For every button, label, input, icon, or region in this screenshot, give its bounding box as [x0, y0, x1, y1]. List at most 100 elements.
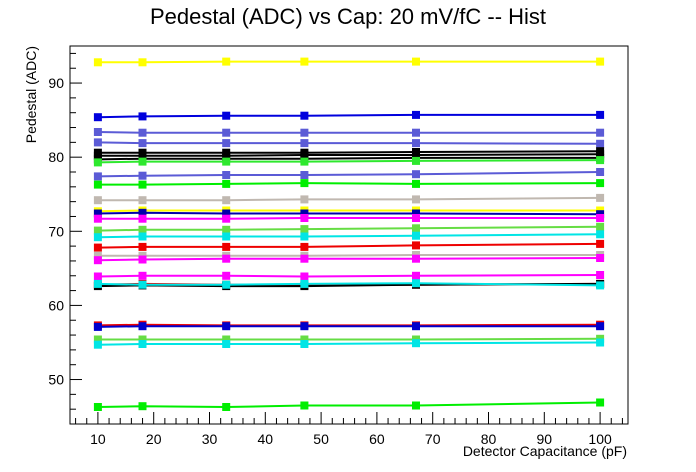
data-point [300, 401, 309, 410]
series-8 [93, 156, 605, 167]
x-tick-label: 30 [202, 431, 218, 447]
series-line [97, 153, 601, 157]
series-line [97, 254, 601, 257]
series-line [97, 217, 601, 220]
series-2 [93, 110, 605, 122]
data-point [93, 128, 102, 136]
data-point [222, 171, 231, 179]
data-point [138, 112, 147, 121]
data-point [138, 208, 147, 217]
series-line [97, 282, 601, 287]
x-tick-label: 60 [369, 431, 385, 447]
data-point [93, 243, 102, 252]
series-25 [93, 322, 605, 331]
data-point [93, 256, 102, 265]
series-line [97, 225, 601, 232]
data-point [596, 168, 605, 176]
data-point [596, 179, 605, 188]
data-point [596, 57, 605, 66]
data-point [93, 272, 102, 281]
data-point [222, 280, 231, 289]
data-point [93, 279, 102, 288]
y-tick-label: 50 [48, 372, 64, 388]
series-17 [93, 239, 605, 252]
data-point [222, 340, 231, 348]
series-line [97, 150, 601, 154]
data-point [300, 214, 309, 222]
data-point [138, 171, 147, 180]
data-point [300, 272, 309, 281]
series-line [97, 401, 601, 409]
data-point [93, 172, 102, 181]
data-point [596, 322, 605, 331]
data-point [138, 280, 147, 289]
x-tick-label: 100 [588, 431, 612, 447]
y-axis: 50 60 70 80 90 [48, 52, 82, 425]
series-line [97, 242, 601, 249]
data-point [412, 322, 420, 331]
data-point [93, 322, 102, 331]
data-point [412, 195, 420, 204]
series-24 [93, 320, 605, 330]
series-line [97, 182, 601, 186]
series-line [97, 159, 601, 164]
data-point [596, 239, 605, 248]
x-tick-label: 20 [146, 431, 162, 447]
data-point [93, 196, 102, 205]
data-point [412, 254, 420, 263]
data-point [222, 139, 231, 148]
series-line [97, 156, 601, 161]
data-point [412, 279, 420, 288]
x-tick-label: 40 [258, 431, 274, 447]
series-line [97, 209, 601, 213]
data-point [596, 222, 605, 231]
data-point [138, 255, 147, 264]
x-axis-label: Detector Capacitance (pF) [463, 443, 627, 459]
data-point [300, 195, 309, 204]
data-point [222, 111, 231, 120]
data-point [596, 271, 605, 279]
data-point [596, 230, 605, 239]
data-point [596, 193, 605, 202]
series-line [97, 60, 601, 64]
data-point [300, 128, 309, 137]
series-10 [93, 179, 605, 189]
data-point [300, 242, 309, 251]
series-9 [93, 168, 605, 181]
data-point [222, 322, 231, 331]
y-tick-label: 90 [48, 75, 64, 91]
series-1 [93, 57, 605, 67]
data-point [300, 232, 309, 241]
data-point [412, 214, 420, 222]
data-point [138, 180, 147, 189]
data-point [300, 179, 309, 188]
data-point [222, 196, 231, 205]
data-point [222, 179, 231, 188]
series-20 [93, 271, 605, 281]
data-point [412, 231, 420, 240]
data-point [596, 214, 605, 222]
series-23 [93, 279, 605, 290]
data-point [596, 156, 605, 165]
data-point [222, 254, 231, 263]
data-point [412, 241, 420, 250]
data-point [412, 139, 420, 148]
x-tick-label: 80 [481, 431, 497, 447]
data-point [300, 225, 309, 234]
data-point [222, 57, 231, 66]
data-point [222, 214, 231, 223]
chart-title: Pedestal (ADC) vs Cap: 20 mV/fC -- Hist [150, 4, 546, 29]
data-point [222, 209, 231, 218]
series-line [97, 274, 601, 278]
data-point [93, 158, 102, 167]
series-layer [93, 57, 605, 411]
data-point [596, 254, 605, 262]
data-point [93, 226, 102, 235]
series-15 [93, 222, 605, 235]
data-point [412, 224, 420, 233]
data-point [138, 322, 147, 331]
data-point [300, 171, 309, 179]
series-line [97, 337, 601, 341]
data-point [596, 110, 605, 119]
